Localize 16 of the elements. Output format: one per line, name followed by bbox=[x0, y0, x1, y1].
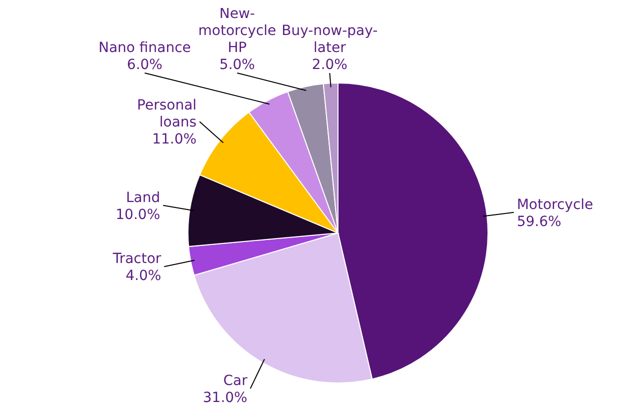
data-label: 11.0% bbox=[152, 132, 197, 148]
data-label: 31.0% bbox=[202, 390, 248, 406]
data-label: 59.6% bbox=[516, 214, 562, 230]
data-label: 2.0% bbox=[312, 57, 348, 73]
slice-label: Land bbox=[126, 190, 160, 206]
slice-label: New-motorcycle HP bbox=[198, 6, 276, 56]
slice-label: Car bbox=[223, 373, 248, 390]
data-label: 10.0% bbox=[116, 206, 160, 223]
data-label: 5.0% bbox=[219, 57, 255, 73]
slice-label: Buy-now-pay-later bbox=[282, 23, 378, 56]
slice-label: Nano finance bbox=[98, 40, 191, 56]
slice-label: Tractor bbox=[112, 251, 162, 268]
slice-label: Personal loans bbox=[137, 98, 197, 131]
data-label: 4.0% bbox=[126, 268, 162, 284]
data-label: 6.0% bbox=[126, 57, 162, 73]
slice-label: Motorcycle bbox=[516, 196, 594, 213]
